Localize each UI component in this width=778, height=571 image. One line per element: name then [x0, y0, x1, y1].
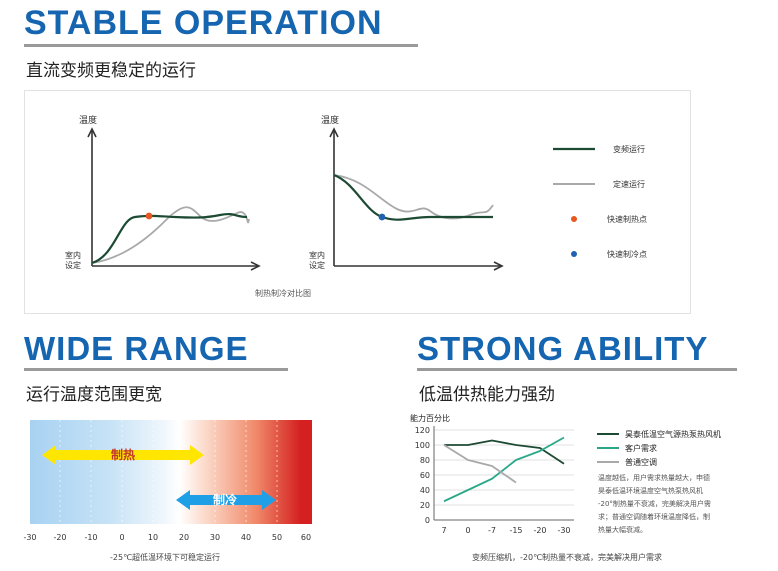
ability-x-tick-label: -15: [509, 526, 522, 535]
cooling-y-arrow: [329, 127, 339, 138]
heating-fixed-speed-line: [91, 206, 250, 264]
heating-inverter-line: [91, 212, 248, 265]
heating-range-label: 制热: [111, 447, 135, 462]
ability-note-line: 昊泰低温环境温度空气热泵热风机: [598, 487, 703, 495]
ability-legend: 昊泰低温空气源热泵热风机 客户需求 普通空调: [597, 429, 721, 467]
legend-cooling-point-label: 快速制冷点: [607, 249, 647, 259]
ability-legend-label: 普通空调: [625, 457, 657, 467]
ability-y-tick-label: 20: [420, 501, 430, 510]
legend-heating-point-swatch: [571, 216, 577, 222]
ability-y-tick-label: 120: [415, 426, 430, 435]
stable-operation-subtitle: 直流变频更稳定的运行: [26, 61, 196, 81]
cooling-x-arrow: [493, 261, 504, 271]
ability-note: 温度越低，用户需求热量越大，申德 昊泰低温环境温度空气热泵热风机 -20°制热量…: [598, 472, 748, 537]
ability-note-line: 热量大幅衰减。: [598, 526, 647, 534]
cooling-inverter-line: [333, 173, 493, 221]
comparison-legend: 变频运行 定速运行 快速制热点 快速制冷点: [553, 144, 647, 259]
stable-operation-title: STABLE OPERATION: [24, 4, 383, 42]
wide-title-rule: [24, 368, 288, 371]
ability-series-line-0: [444, 439, 565, 465]
ability-series-line-2: [443, 444, 517, 484]
range-tick-label: -20: [53, 533, 66, 542]
cooling-y-label: 温度: [321, 114, 339, 126]
heating-start-label-2: 设定: [65, 260, 81, 270]
ability-legend-label: 昊泰低温空气源热泵热风机: [625, 429, 721, 439]
comparison-chart-svg: 温度 室内 设定 温度 室内 设定 变频运行 定速运行 快速制: [65, 114, 647, 298]
comparison-panel: 温度 室内 设定 温度 室内 设定 变频运行 定速运行 快速制: [24, 90, 691, 314]
cooling-start-label-1: 室内: [309, 250, 325, 260]
cooling-range-label: 制冷: [213, 492, 237, 507]
temperature-range-bar: 制热 制冷: [30, 420, 312, 524]
ability-x-tick-label: 0: [465, 526, 470, 535]
heating-range-arrow: [42, 445, 204, 465]
range-tick-label: 10: [148, 533, 158, 542]
ability-x-tick-label: 7: [441, 526, 446, 535]
ability-y-tick-label: 80: [420, 456, 430, 465]
ability-y-tick-label: 0: [425, 516, 430, 525]
wide-range-subtitle: 运行温度范围更宽: [26, 385, 162, 405]
heating-chart: 温度 室内 设定: [65, 114, 261, 271]
ability-series-line-1: [443, 436, 565, 503]
ability-x-tick-label: -7: [488, 526, 496, 535]
stable-title-rule: [24, 44, 418, 47]
heating-y-arrow: [87, 127, 97, 138]
range-axis-ticks: -30 -20 -10 0 10 20 30 40 50 60: [23, 533, 311, 542]
ability-y-tick-label: 40: [420, 486, 430, 495]
ability-line-chart: 能力百分比 120 100 80 60 40 20 0 7 0 -7 -15 -20 -30: [410, 413, 574, 535]
ability-y-tick-label: 60: [420, 471, 430, 480]
ability-note-line: -20°制热量不衰减，完美解决用户需: [598, 500, 711, 508]
range-tick-label: 40: [241, 533, 251, 542]
strong-ability-caption: 变频压缩机，-20℃制热量不衰减，完美解决用户需求: [472, 553, 663, 562]
cooling-range-arrow: [176, 490, 276, 510]
range-tick-label: 0: [119, 533, 124, 542]
cooling-start-label-2: 设定: [309, 260, 325, 270]
range-tick-label: 60: [301, 533, 311, 542]
heating-x-arrow: [250, 261, 261, 271]
heating-start-label-1: 室内: [65, 250, 81, 260]
legend-heating-point-label: 快速制热点: [607, 214, 647, 224]
comparison-caption: 制热制冷对比图: [255, 288, 311, 298]
range-tick-label: 50: [272, 533, 282, 542]
range-tick-label: 30: [210, 533, 220, 542]
cooling-chart: 温度 室内 设定: [309, 114, 504, 271]
ability-x-tick-label: -30: [557, 526, 570, 535]
range-gridlines: 制热 制冷: [42, 420, 278, 524]
legend-cooling-point-swatch: [571, 251, 577, 257]
range-tick-label: -10: [84, 533, 97, 542]
ability-y-axis-label: 能力百分比: [410, 413, 450, 423]
strong-ability-title: STRONG ABILITY: [417, 330, 709, 367]
wide-range-title: WIDE RANGE: [24, 330, 249, 367]
wide-range-caption: -25℃超低温环境下可稳定运行: [110, 553, 221, 562]
ability-legend-label: 客户需求: [625, 443, 657, 453]
cooling-fixed-speed-line: [333, 174, 494, 220]
strong-ability-subtitle: 低温供热能力强劲: [419, 385, 555, 405]
cooling-point-marker: [378, 213, 386, 221]
legend-inverter-label: 变频运行: [613, 144, 645, 154]
heating-point-marker: [145, 212, 153, 220]
range-tick-label: -30: [23, 533, 36, 542]
heating-y-label: 温度: [79, 114, 97, 126]
ability-y-tick-label: 100: [415, 441, 430, 450]
strong-title-rule: [417, 368, 737, 371]
range-tick-label: 20: [179, 533, 189, 542]
legend-fixed-speed-label: 定速运行: [613, 179, 645, 189]
ability-x-tick-label: -20: [533, 526, 546, 535]
ability-note-line: 求；普通空调随着环境温度降低，制: [598, 513, 710, 521]
ability-note-line: 温度越低，用户需求热量越大，申德: [598, 474, 710, 482]
